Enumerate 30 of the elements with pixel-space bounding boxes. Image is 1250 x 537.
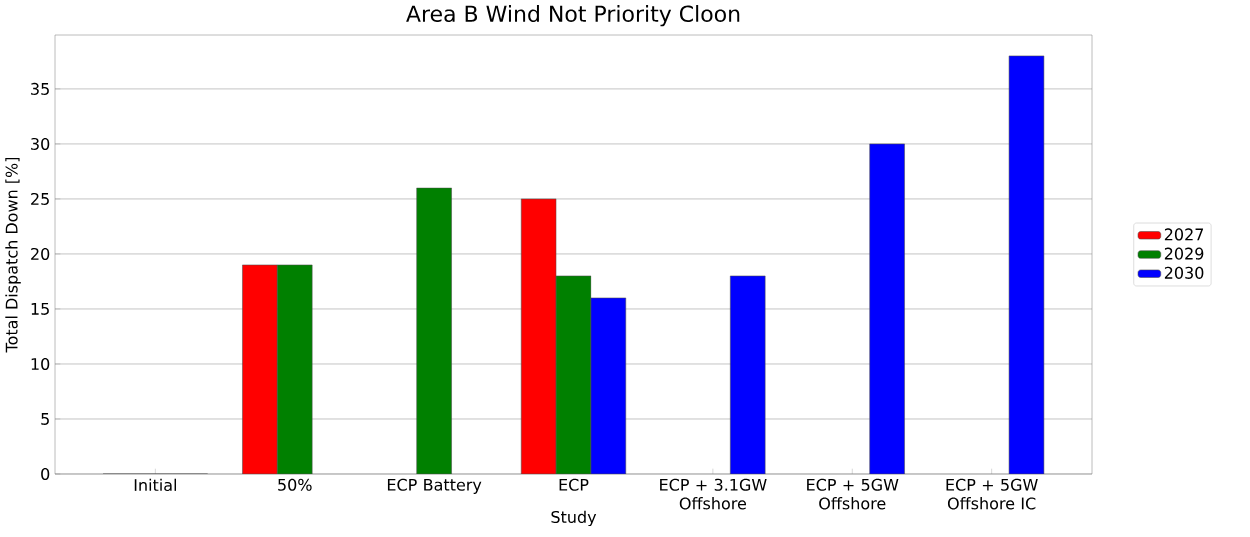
y-tick-label: 35 [31, 82, 49, 95]
y-axis-title: Total Dispatch Down [%] [5, 157, 21, 353]
x-axis-title: Study [551, 510, 597, 527]
y-tick-label: 15 [31, 303, 49, 315]
x-tick-label: ECP [559, 478, 589, 491]
x-tick-label: ECP Battery [387, 478, 482, 494]
legend-label: 2030 [1164, 266, 1204, 279]
y-tick-label: 20 [31, 247, 50, 261]
x-tick-label: Initial [134, 478, 177, 492]
bar [590, 297, 627, 474]
x-tick-label: 50% [278, 478, 312, 491]
y-tick-label: 10 [31, 357, 50, 371]
bar [242, 264, 278, 474]
chart-title: Area B Wind Not Priority Cloon [406, 5, 740, 27]
bar [277, 264, 313, 474]
x-tick-label: ECP + 5GW Offshore [807, 478, 899, 510]
legend-label: 2027 [1164, 228, 1204, 241]
y-tick-label: 25 [31, 192, 49, 205]
bar [869, 143, 905, 474]
x-tick-label: ECP + 5GW Offshore IC [946, 478, 1038, 510]
y-tick-label: 30 [31, 137, 50, 150]
bar [555, 275, 592, 474]
bar [416, 187, 452, 474]
bar [1008, 55, 1045, 474]
y-tick-label: 5 [41, 413, 49, 425]
bar [520, 198, 557, 474]
bar [730, 275, 766, 474]
y-tick-label: 0 [41, 467, 50, 481]
x-tick-label: ECP + 3.1GW Offshore [660, 478, 767, 510]
legend-label: 2029 [1164, 247, 1204, 260]
